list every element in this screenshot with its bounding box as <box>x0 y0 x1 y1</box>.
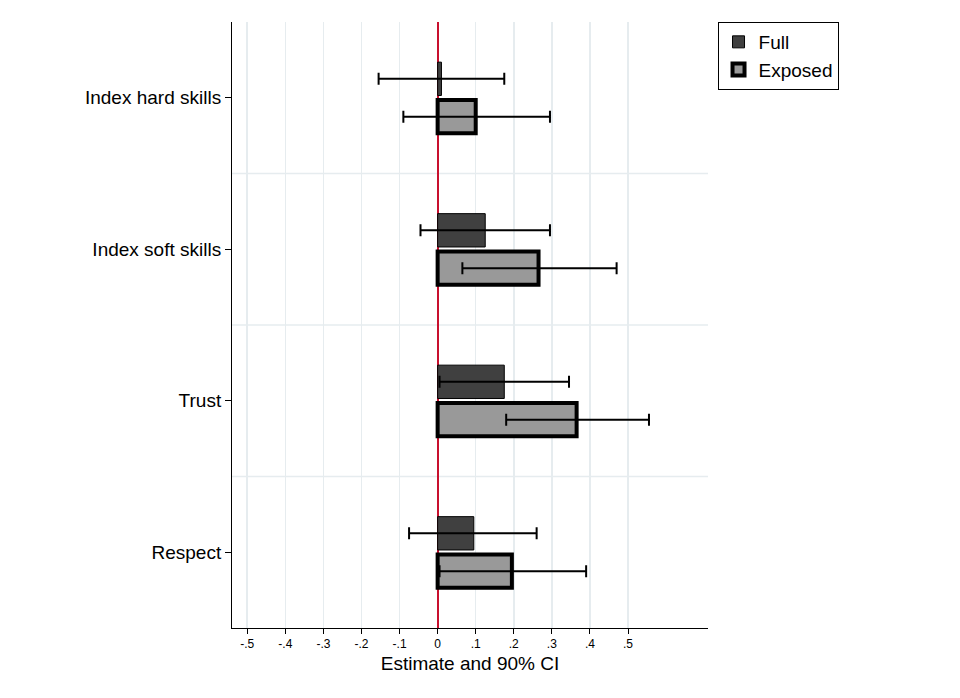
svg-text:Respect: Respect <box>151 542 221 563</box>
svg-text:Exposed: Exposed <box>759 60 833 81</box>
svg-text:-.3: -.3 <box>316 637 330 651</box>
svg-text:.5: .5 <box>623 637 633 651</box>
svg-text:.1: .1 <box>471 637 481 651</box>
svg-text:.4: .4 <box>585 637 595 651</box>
svg-text:Index soft skills: Index soft skills <box>92 239 221 260</box>
svg-text:-.1: -.1 <box>393 637 407 651</box>
svg-text:0: 0 <box>434 637 441 651</box>
svg-text:Full: Full <box>759 32 790 53</box>
svg-text:-.2: -.2 <box>354 637 368 651</box>
svg-text:Index hard skills: Index hard skills <box>85 87 221 108</box>
svg-text:Estimate and 90% CI: Estimate and 90% CI <box>381 653 559 674</box>
svg-text:.2: .2 <box>509 637 519 651</box>
svg-text:.3: .3 <box>547 637 557 651</box>
svg-text:-.5: -.5 <box>240 637 254 651</box>
svg-text:Trust: Trust <box>179 390 222 411</box>
svg-text:-.4: -.4 <box>278 637 292 651</box>
